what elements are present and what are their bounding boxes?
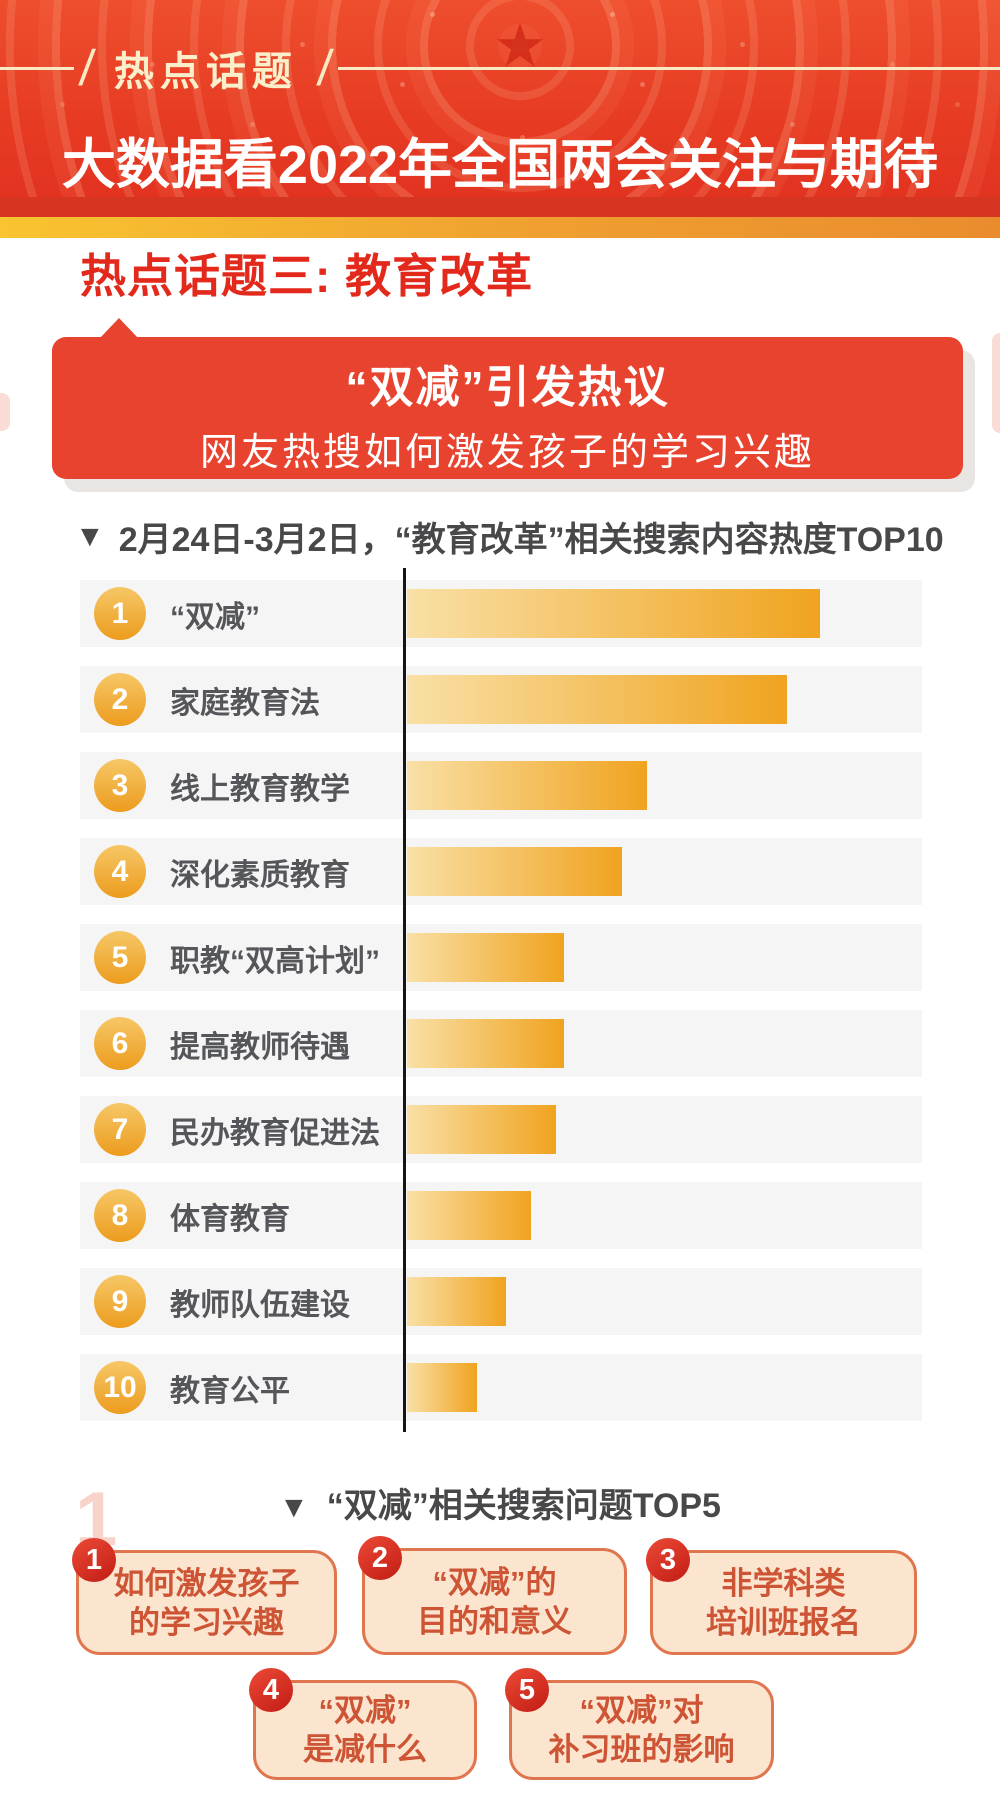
chart-row-label: 线上教育教学 <box>170 772 350 806</box>
badge-slash-left: / <box>77 40 97 96</box>
top5-bubble-line: 培训班报名 <box>706 1604 861 1640</box>
chart-row: 10 教育公平 <box>80 1354 922 1421</box>
chart-row: 1 “双减” <box>80 580 922 647</box>
heat-bar <box>407 1105 556 1154</box>
left-edge-decoration <box>0 393 10 431</box>
page-title: 大数据看2022年全国两会关注与期待 <box>61 135 939 195</box>
top5-bubble: 2 “双减”的 目的和意义 <box>358 1536 627 1655</box>
top5-rank-badge: 3 <box>646 1538 690 1582</box>
right-edge-decoration <box>992 333 1000 433</box>
heat-bar <box>407 675 787 724</box>
chart-row: 4 深化素质教育 <box>80 838 922 905</box>
heat-bar <box>407 1019 564 1068</box>
top5-bubble-line: 如何激发孩子 <box>113 1565 300 1601</box>
heat-bar <box>407 1363 477 1412</box>
chart-row: 6 提高教师待遇 <box>80 1010 922 1077</box>
rank-badge: 1 <box>94 587 146 640</box>
heat-bar <box>407 1277 506 1326</box>
top5-bubble: 3 非学科类 培训班报名 <box>646 1538 917 1655</box>
ring-dots-decoration <box>0 0 5 5</box>
top5-bubble: 4 “双减” 是减什么 <box>249 1668 477 1780</box>
red-star-icon: ★ <box>493 12 547 79</box>
highlight-banner: “双减”引发热议 网友热搜如何激发孩子的学习兴趣 <box>52 318 963 479</box>
chart-row: 9 教师队伍建设 <box>80 1268 922 1335</box>
rank-badge: 10 <box>94 1361 146 1414</box>
chart-row: 5 职教“双高计划” <box>80 924 922 991</box>
chart-row-label: “双减” <box>170 600 260 634</box>
chart-row: 3 线上教育教学 <box>80 752 922 819</box>
banner-pointer-triangle <box>100 318 138 338</box>
badge-line-left <box>0 66 74 70</box>
banner-title: “双减”引发热议 <box>345 363 670 412</box>
rank-badge: 7 <box>94 1103 146 1156</box>
badge-slash-right: / <box>314 40 335 96</box>
chart-row-label: 教育公平 <box>170 1374 290 1408</box>
top5-bubble-line: 的学习兴趣 <box>129 1604 284 1640</box>
chart-row-label: 提高教师待遇 <box>170 1030 350 1064</box>
chart-rows: 1 “双减” 2 家庭教育法 3 线上教育教学 4 深化素质教育 5 职教“双高计划” 6 提高教师待… <box>80 580 922 1440</box>
heat-bar <box>407 1191 531 1240</box>
header-banner: ★ / 热点话题 / 大数据看2022年全国两会关注与期待 <box>0 0 1000 217</box>
chart-row-label: 深化素质教育 <box>170 858 350 892</box>
top5-rank-badge: 1 <box>72 1538 116 1582</box>
top5-bubble: 1 如何激发孩子 的学习兴趣 <box>72 1538 337 1655</box>
chart-row: 8 体育教育 <box>80 1182 922 1249</box>
header-bottom-band <box>0 197 1000 217</box>
top5-rank-badge: 2 <box>358 1536 402 1580</box>
gold-divider-strip <box>0 217 1000 238</box>
top5-rank-badge: 5 <box>505 1668 549 1712</box>
top5-title-text: “双减”相关搜索问题TOP5 <box>326 1487 721 1525</box>
top5-bubble-line: 非学科类 <box>721 1565 846 1601</box>
top5-bubble-line: “双减”的 <box>432 1564 557 1600</box>
header-badge-label: 热点话题 <box>113 50 298 94</box>
rank-badge: 2 <box>94 673 146 726</box>
rank-badge: 9 <box>94 1275 146 1328</box>
rank-badge: 5 <box>94 931 146 984</box>
top5-bubble: 5 “双减”对补习班的影响 <box>505 1668 774 1780</box>
chart-title-text: 2月24日-3月2日，“教育改革”相关搜索内容热度TOP10 <box>118 521 944 559</box>
section-title: 热点话题三: 教育改革 <box>80 250 534 302</box>
rank-badge: 3 <box>94 759 146 812</box>
top5-rank-badge: 4 <box>249 1668 293 1712</box>
chart-row-label: 职教“双高计划” <box>170 944 380 978</box>
heat-bar <box>407 589 820 638</box>
great-hall-rings-decoration <box>0 0 1000 217</box>
rank-badge: 6 <box>94 1017 146 1070</box>
header-badge-row: / 热点话题 / <box>0 40 1000 96</box>
heat-bar <box>407 761 647 810</box>
chart-row-label: 家庭教育法 <box>170 686 320 720</box>
rank-badge: 4 <box>94 845 146 898</box>
rank-badge: 8 <box>94 1189 146 1242</box>
badge-line-right <box>337 66 1000 70</box>
chart-axis-line <box>403 568 406 1432</box>
chart-row: 7 民办教育促进法 <box>80 1096 922 1163</box>
top5-bubble-line: “双减”对 <box>579 1693 704 1728</box>
triangle-marker-icon: ▼ <box>279 1491 309 1524</box>
banner-subtitle: 网友热搜如何激发孩子的学习兴趣 <box>199 432 815 474</box>
top5-bubble-line: 目的和意义 <box>417 1603 572 1639</box>
chart-row-label: 民办教育促进法 <box>170 1116 380 1150</box>
triangle-marker-icon: ▼ <box>75 519 105 553</box>
top5-bubble-line: “双减” <box>318 1693 412 1728</box>
top5-title: ▼ “双减”相关搜索问题TOP5 <box>0 1478 1000 1527</box>
chart-row: 2 家庭教育法 <box>80 666 922 733</box>
heat-bar <box>407 847 622 896</box>
chart-row-label: 教师队伍建设 <box>170 1288 350 1322</box>
chart-title: ▼ 2月24日-3月2日，“教育改革”相关搜索内容热度TOP10 <box>75 512 944 561</box>
chart-row-label: 体育教育 <box>170 1202 290 1236</box>
top5-bubble-line: 补习班的影响 <box>548 1732 735 1767</box>
heat-bar <box>407 933 564 982</box>
top5-bubble-line: 是减什么 <box>303 1732 427 1767</box>
